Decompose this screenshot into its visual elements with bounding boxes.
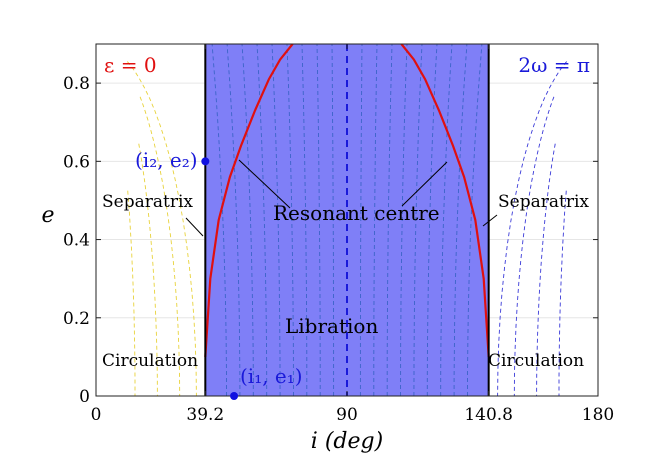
libration-label: Libration bbox=[285, 314, 378, 338]
contour-line-1 bbox=[138, 143, 158, 396]
contour-line-2 bbox=[139, 96, 181, 396]
separatrix-label-left: Separatrix bbox=[102, 192, 193, 212]
contour-line-9 bbox=[359, 44, 363, 396]
point-i2-e2-label: (i₂, e₂) bbox=[135, 148, 198, 172]
contour-line-0 bbox=[127, 190, 136, 396]
contour-line-3 bbox=[126, 61, 197, 396]
circulation-label-right: Circulation bbox=[488, 351, 584, 371]
resonant-centre-curve-left bbox=[204, 44, 294, 357]
contour-line-22 bbox=[226, 44, 241, 396]
x-tick-label-1: 39.2 bbox=[186, 405, 224, 425]
contour-line-19 bbox=[426, 44, 438, 396]
point-i1-e1-label: (i₁, e₁) bbox=[240, 364, 303, 388]
contour-line-13 bbox=[386, 44, 393, 396]
separatrix-label-right: Separatrix bbox=[498, 192, 589, 212]
epsilon-zero-label: ε = 0 bbox=[104, 53, 157, 77]
resonant-centre-label: Resonant centre bbox=[273, 201, 440, 225]
axis-ticks bbox=[95, 44, 599, 397]
contour-line-6 bbox=[513, 96, 555, 396]
arrow-separatrix-right bbox=[482, 214, 498, 227]
arrow-separatrix-left bbox=[185, 217, 204, 237]
y-axis-label: e bbox=[41, 203, 54, 228]
contour-line-18 bbox=[256, 44, 268, 396]
contour-line-15 bbox=[400, 44, 408, 396]
contour-line-12 bbox=[301, 44, 308, 396]
contour-line-5 bbox=[536, 143, 556, 396]
y-tick-label-4: 0.8 bbox=[63, 74, 90, 94]
contour-line-25 bbox=[467, 44, 483, 396]
arrow-resonant-right bbox=[401, 161, 448, 207]
contour-line-8 bbox=[331, 44, 335, 396]
contour-line-23 bbox=[453, 44, 468, 396]
resonant-centre-curve-right bbox=[400, 44, 490, 357]
arrow-resonant-left bbox=[238, 159, 291, 209]
x-tick-label-4: 180 bbox=[582, 405, 614, 425]
x-axis-label: i (deg) bbox=[311, 429, 383, 454]
contour-line-10 bbox=[316, 44, 321, 396]
y-tick-label-1: 0.2 bbox=[63, 309, 90, 329]
contour-line-4 bbox=[558, 190, 567, 396]
y-tick-label-2: 0.4 bbox=[63, 231, 90, 251]
contour-line-20 bbox=[241, 44, 254, 396]
circulation-label-left: Circulation bbox=[102, 351, 198, 371]
annotation-arrows bbox=[185, 159, 498, 237]
two-omega-pi-label: 2ω = π bbox=[518, 53, 590, 77]
y-tick-label-3: 0.6 bbox=[63, 152, 90, 172]
x-tick-labels: 0 39.2 90 140.8 180 bbox=[91, 405, 615, 425]
x-tick-label-2: 90 bbox=[336, 405, 358, 425]
y-tick-label-0: 0 bbox=[79, 387, 90, 407]
contour-line-7 bbox=[497, 61, 568, 396]
contour-lines bbox=[126, 44, 568, 396]
contour-line-21 bbox=[440, 44, 453, 396]
y-tick-labels: 0 0.2 0.4 0.6 0.8 bbox=[63, 74, 90, 407]
x-tick-label-3: 140.8 bbox=[464, 405, 513, 425]
contour-line-11 bbox=[373, 44, 378, 396]
contour-line-16 bbox=[271, 44, 281, 396]
contour-line-17 bbox=[413, 44, 423, 396]
contour-line-24 bbox=[211, 44, 227, 396]
x-tick-label-0: 0 bbox=[91, 405, 102, 425]
point-i2-e2 bbox=[201, 157, 210, 166]
point-i1-e1 bbox=[230, 392, 239, 400]
contour-line-14 bbox=[286, 44, 294, 396]
